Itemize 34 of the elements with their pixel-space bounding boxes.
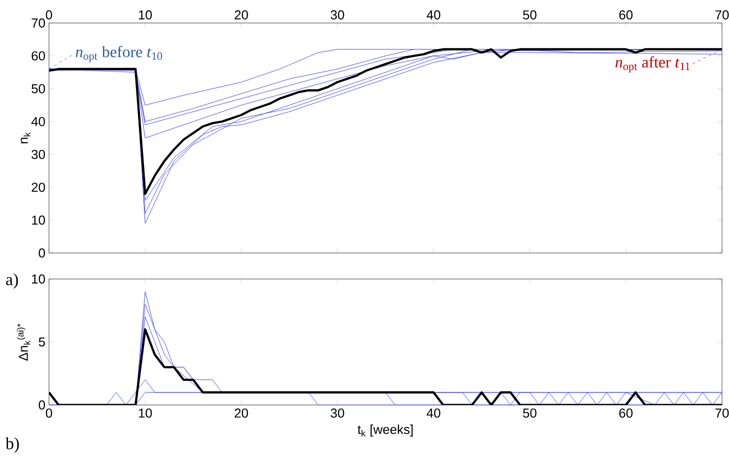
- x-tick-label: 0: [46, 408, 52, 418]
- x-tick-label: 40: [426, 10, 440, 20]
- y-axis-title: n$_{k}$: [20, 132, 30, 144]
- y-tick-label: 0: [38, 400, 45, 410]
- x-tick-label: 50: [523, 10, 536, 20]
- x-axis-title: t$_{k}$ [weeks]: [358, 424, 413, 437]
- x-tick-label: 50: [523, 408, 536, 418]
- y-tick-label: 0: [38, 248, 45, 258]
- x-tick-label: 0: [46, 10, 52, 20]
- x-tick-label: 40: [426, 408, 440, 418]
- y-tick-label: 50: [32, 84, 45, 94]
- x-tick-label: 10: [138, 10, 152, 20]
- text: a): [6, 273, 18, 289]
- x-tick-label: 70: [715, 408, 729, 418]
- x-tick-label: 70: [715, 10, 729, 20]
- x-tick-label: 10: [138, 408, 152, 418]
- y-tick-label: 30: [32, 150, 45, 160]
- x-tick-label: 30: [330, 408, 344, 418]
- y-tick-label: 20: [32, 182, 45, 192]
- annotation: n$_{opt}$ before t$_{10}$: [76, 46, 162, 62]
- y-axis-title: Δn$_{k}$(ai)*: [16, 324, 30, 361]
- text: b): [6, 437, 19, 453]
- x-tick-label: 30: [330, 10, 344, 20]
- x-tick-label: 20: [234, 10, 248, 20]
- y-tick-label: 10: [32, 274, 45, 284]
- y-tick-label: 10: [32, 216, 45, 225]
- y-tick-label: 60: [32, 51, 45, 60]
- y-tick-label: 5: [38, 337, 45, 347]
- y-tick-label: 70: [32, 18, 45, 28]
- x-tick-label: 60: [619, 10, 633, 20]
- y-tick-label: 40: [31, 116, 45, 126]
- x-tick-label: 60: [619, 408, 633, 418]
- x-tick-label: 20: [234, 408, 248, 418]
- annotation: n$_{opt}$ after t$_{11}$: [615, 56, 690, 72]
